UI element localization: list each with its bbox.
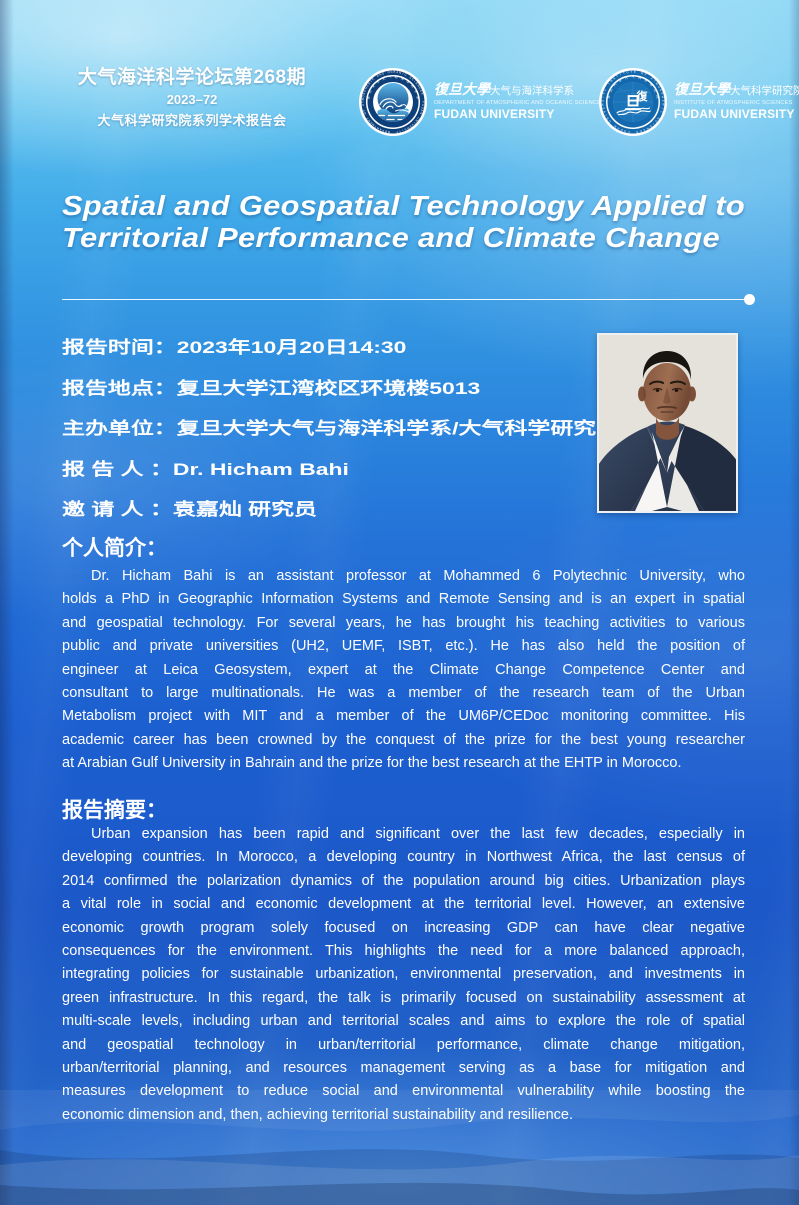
svg-text:C: C <box>390 70 392 74</box>
svg-text:U: U <box>421 104 425 106</box>
svg-text:F: F <box>421 101 425 103</box>
svg-text:R: R <box>601 103 605 105</box>
svg-text:T: T <box>361 101 365 103</box>
svg-text:R: R <box>661 103 665 105</box>
svg-text:E: E <box>393 70 395 74</box>
svg-text:復: 復 <box>636 89 649 103</box>
svg-text:E: E <box>661 100 665 102</box>
svg-text:S: S <box>601 100 605 102</box>
svg-text:E: E <box>634 70 636 74</box>
